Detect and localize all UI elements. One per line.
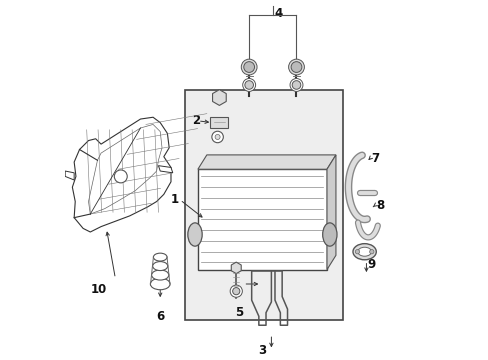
Polygon shape <box>326 155 335 270</box>
Circle shape <box>230 285 242 297</box>
Text: 5: 5 <box>235 306 243 319</box>
Circle shape <box>369 249 373 254</box>
Text: 2: 2 <box>192 114 200 127</box>
Polygon shape <box>88 125 162 214</box>
Text: 8: 8 <box>376 199 384 212</box>
Circle shape <box>215 134 220 139</box>
Ellipse shape <box>153 253 167 261</box>
Text: 1: 1 <box>170 193 178 206</box>
Polygon shape <box>158 166 172 173</box>
Circle shape <box>244 81 253 89</box>
Bar <box>210 117 228 128</box>
Ellipse shape <box>150 278 170 290</box>
Polygon shape <box>198 155 335 169</box>
Circle shape <box>289 78 303 91</box>
Circle shape <box>211 131 223 143</box>
Bar <box>185 90 343 320</box>
Text: 7: 7 <box>370 152 379 165</box>
Circle shape <box>114 170 127 183</box>
Ellipse shape <box>151 270 168 280</box>
Text: 6: 6 <box>156 310 164 323</box>
Text: 4: 4 <box>274 7 282 20</box>
Ellipse shape <box>352 244 376 260</box>
Polygon shape <box>72 117 171 232</box>
Circle shape <box>242 78 255 91</box>
FancyBboxPatch shape <box>198 169 326 270</box>
Circle shape <box>241 59 257 75</box>
Circle shape <box>292 81 300 89</box>
Ellipse shape <box>357 247 371 256</box>
Circle shape <box>355 249 359 254</box>
Text: 9: 9 <box>367 258 375 271</box>
Text: 10: 10 <box>91 283 107 296</box>
Circle shape <box>232 288 239 295</box>
Circle shape <box>290 62 301 72</box>
Text: 3: 3 <box>258 344 266 357</box>
Ellipse shape <box>187 223 202 246</box>
Polygon shape <box>65 171 74 180</box>
Circle shape <box>244 62 254 72</box>
Circle shape <box>288 59 304 75</box>
Ellipse shape <box>322 223 336 246</box>
Ellipse shape <box>152 262 167 271</box>
